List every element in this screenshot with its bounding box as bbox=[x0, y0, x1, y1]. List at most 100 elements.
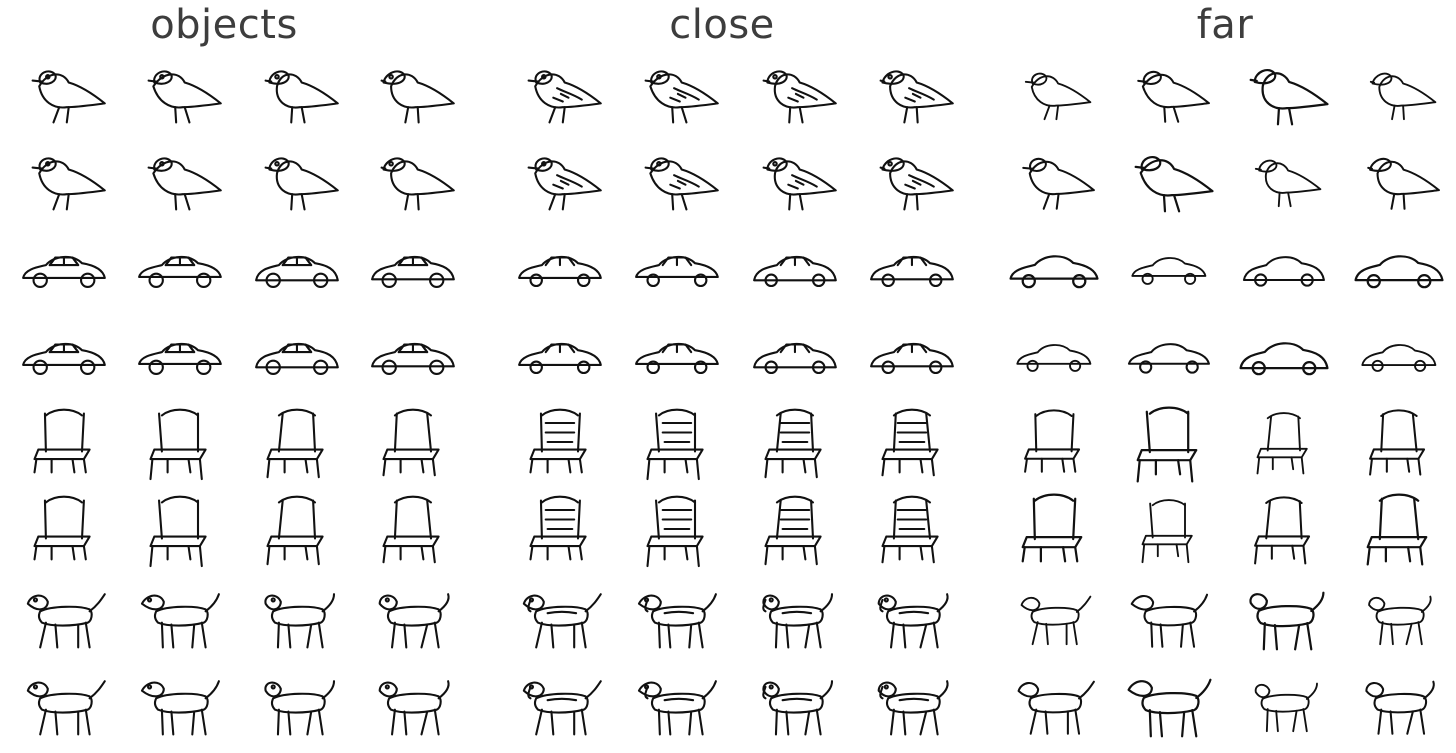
car-sketch-icon bbox=[1360, 344, 1436, 373]
close-sketch-chair-6-1 bbox=[500, 486, 618, 574]
car-image-icon bbox=[370, 343, 455, 376]
object-photo-dog-7-3 bbox=[238, 573, 354, 661]
bird-sketch-icon bbox=[1136, 70, 1210, 123]
bird-image-icon bbox=[147, 157, 223, 211]
object-photo-bird-1-3 bbox=[238, 48, 354, 136]
far-sketch-chair-5-2 bbox=[1110, 398, 1225, 486]
far-sketch-chair-6-2 bbox=[1110, 486, 1225, 574]
far-sketch-chair-5-1 bbox=[995, 398, 1110, 486]
chair-sketch-icon bbox=[764, 495, 822, 566]
bird-sketch-icon bbox=[1369, 72, 1436, 120]
bird-sketch-icon bbox=[762, 157, 837, 211]
dog-sketch-icon bbox=[522, 680, 602, 736]
close-sketch-dog-7-4 bbox=[853, 573, 971, 661]
object-photo-car-4-2 bbox=[121, 311, 237, 399]
chair-image-icon bbox=[266, 408, 324, 478]
far-sketch-car-3-4 bbox=[1340, 223, 1455, 311]
object-photo-car-3-2 bbox=[121, 223, 237, 311]
car-sketch-icon bbox=[1242, 255, 1325, 287]
close-sketch-car-3-2 bbox=[618, 223, 736, 311]
close-sketch-bird-1-3 bbox=[735, 48, 853, 136]
close-sketch-car-4-4 bbox=[853, 311, 971, 399]
close-sketch-car-4-1 bbox=[500, 311, 618, 399]
chair-sketch-icon bbox=[529, 408, 587, 474]
object-photo-car-4-1 bbox=[5, 311, 121, 399]
far-sketch-dog-8-2 bbox=[1110, 661, 1225, 749]
object-photo-chair-6-2 bbox=[121, 486, 237, 574]
far-sketch-car-4-4 bbox=[1340, 311, 1455, 399]
bird-sketch-icon bbox=[1366, 158, 1440, 211]
dog-image-icon bbox=[264, 592, 335, 649]
bird-image-icon bbox=[380, 70, 455, 124]
bird-sketch-icon bbox=[527, 70, 602, 124]
close-sketch-panel bbox=[500, 48, 970, 748]
close-sketch-bird-2-1 bbox=[500, 136, 618, 224]
dog-sketch-icon bbox=[762, 680, 833, 736]
close-sketch-dog-8-3 bbox=[735, 661, 853, 749]
close-sketch-dog-8-2 bbox=[618, 661, 736, 749]
car-sketch-icon bbox=[1015, 344, 1091, 373]
object-photo-car-3-3 bbox=[238, 223, 354, 311]
close-sketch-bird-2-4 bbox=[853, 136, 971, 224]
object-photo-bird-2-2 bbox=[121, 136, 237, 224]
object-photo-dog-8-4 bbox=[354, 661, 470, 749]
far-sketch-dog-7-3 bbox=[1225, 573, 1340, 661]
object-photo-dog-7-1 bbox=[5, 573, 121, 661]
bird-sketch-icon bbox=[1254, 159, 1321, 208]
far-sketch-dog-7-4 bbox=[1340, 573, 1455, 661]
car-sketch-icon bbox=[635, 343, 720, 375]
close-sketch-chair-5-1 bbox=[500, 398, 618, 486]
far-sketch-panel bbox=[995, 48, 1455, 748]
car-sketch-icon bbox=[870, 255, 955, 287]
close-sketch-bird-1-4 bbox=[853, 48, 971, 136]
car-image-icon bbox=[254, 255, 339, 288]
object-photo-bird-2-1 bbox=[5, 136, 121, 224]
object-photo-car-3-1 bbox=[5, 223, 121, 311]
far-sketch-bird-2-1 bbox=[995, 136, 1110, 224]
object-photo-chair-5-1 bbox=[5, 398, 121, 486]
object-photo-dog-8-1 bbox=[5, 661, 121, 749]
car-image-icon bbox=[22, 343, 106, 376]
car-image-icon bbox=[370, 255, 455, 288]
dog-sketch-icon bbox=[1017, 680, 1095, 736]
far-sketch-dog-8-3 bbox=[1225, 661, 1340, 749]
dog-sketch-icon bbox=[638, 680, 718, 736]
dog-sketch-icon bbox=[1249, 591, 1325, 651]
column-title-far: far bbox=[1196, 2, 1254, 48]
far-sketch-car-4-3 bbox=[1225, 311, 1340, 399]
dog-sketch-icon bbox=[638, 592, 718, 649]
chair-sketch-icon bbox=[1141, 499, 1193, 564]
car-sketch-icon bbox=[1238, 342, 1329, 376]
bird-sketch-icon bbox=[644, 70, 720, 124]
object-photo-chair-6-1 bbox=[5, 486, 121, 574]
chair-image-icon bbox=[149, 495, 208, 568]
close-sketch-chair-5-4 bbox=[853, 398, 971, 486]
dog-image-icon bbox=[378, 592, 450, 649]
far-sketch-bird-1-4 bbox=[1340, 48, 1455, 136]
car-sketch-icon bbox=[635, 255, 720, 287]
dog-image-icon bbox=[141, 592, 221, 649]
bird-image-icon bbox=[147, 70, 223, 124]
close-sketch-dog-7-3 bbox=[735, 573, 853, 661]
object-photo-bird-1-4 bbox=[354, 48, 470, 136]
far-sketch-bird-1-2 bbox=[1110, 48, 1225, 136]
object-photo-bird-2-4 bbox=[354, 136, 470, 224]
chair-sketch-icon bbox=[1366, 493, 1427, 566]
object-photo-bird-2-3 bbox=[238, 136, 354, 224]
bird-sketch-icon bbox=[879, 70, 955, 124]
car-sketch-icon bbox=[752, 343, 837, 375]
far-sketch-dog-8-1 bbox=[995, 661, 1110, 749]
chair-sketch-icon bbox=[1256, 411, 1308, 475]
far-sketch-car-3-1 bbox=[995, 223, 1110, 311]
car-image-icon bbox=[138, 343, 223, 376]
bird-sketch-icon bbox=[1249, 68, 1329, 126]
bird-image-icon bbox=[264, 70, 339, 124]
far-sketch-car-3-3 bbox=[1225, 223, 1340, 311]
close-sketch-chair-5-2 bbox=[618, 398, 736, 486]
far-sketch-bird-2-4 bbox=[1340, 136, 1455, 224]
bird-sketch-icon bbox=[1134, 156, 1214, 213]
object-photo-dog-8-3 bbox=[238, 661, 354, 749]
bird-image-icon bbox=[31, 157, 106, 211]
object-photo-chair-5-2 bbox=[121, 398, 237, 486]
object-photo-bird-1-1 bbox=[5, 48, 121, 136]
